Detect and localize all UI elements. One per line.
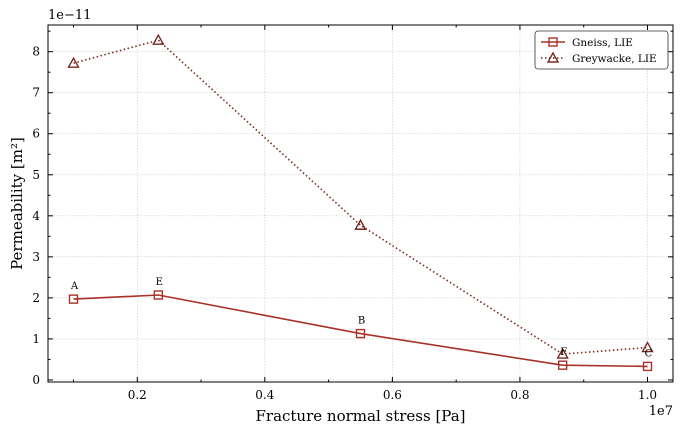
point-annotation: C <box>645 348 653 359</box>
data-point <box>68 294 79 304</box>
y-tick-label: 8 <box>32 45 40 59</box>
x-tick-label: 0.8 <box>510 388 529 402</box>
data-point <box>557 360 568 370</box>
series-gneiss <box>68 290 653 372</box>
x-tick-label: 0.4 <box>255 388 274 402</box>
y-tick-label: 3 <box>32 250 40 264</box>
legend-label: Gneiss, LIE <box>572 37 633 49</box>
x-offset-label: 1e7 <box>649 404 673 419</box>
y-tick-label: 2 <box>32 291 40 305</box>
data-point <box>556 347 569 359</box>
legend-label: Greywacke, LIE <box>572 53 657 65</box>
data-point <box>355 328 366 339</box>
x-tick-label: 1.0 <box>638 388 657 402</box>
data-point <box>152 33 165 45</box>
y-offset-label: 1e−11 <box>48 8 91 23</box>
plot-frame <box>47 24 674 383</box>
x-tick-label: 0.2 <box>128 388 147 402</box>
point-annotation: B <box>358 316 365 327</box>
point-annotation: F <box>560 347 567 358</box>
data-point <box>153 290 164 300</box>
y-tick-label: 4 <box>32 209 40 223</box>
y-tick-label: 1 <box>32 332 40 346</box>
x-tick-label: 0.6 <box>383 388 402 402</box>
y-tick-label: 6 <box>32 127 40 141</box>
legend-item: Gneiss, LIE <box>541 37 633 49</box>
series-greywacke <box>67 33 654 359</box>
point-annotation: A <box>70 281 79 292</box>
legend-box <box>534 30 669 70</box>
point-annotation: E <box>156 277 163 288</box>
data-point <box>67 56 80 68</box>
data-point <box>641 341 654 353</box>
series-layer <box>67 33 654 372</box>
y-axis-label: Permeability [m²] <box>8 137 26 270</box>
legend: Gneiss, LIE Greywacke, LIE <box>534 30 669 70</box>
legend-item: Greywacke, LIE <box>541 51 657 65</box>
series-line <box>73 39 648 355</box>
legend-marker <box>548 37 558 47</box>
annotations: A E B F C <box>70 277 653 359</box>
y-tick-label: 5 <box>32 168 40 182</box>
grid <box>48 25 673 382</box>
ticks: 0.2 0.4 0.6 0.8 1.0 0 1 2 3 4 5 6 7 8 <box>32 25 673 402</box>
y-tick-label: 7 <box>32 86 40 100</box>
series-line <box>73 294 648 368</box>
data-point <box>354 218 367 230</box>
x-axis-label: Fracture normal stress [Pa] <box>255 407 465 425</box>
y-tick-label: 0 <box>32 373 40 387</box>
data-point <box>642 361 653 372</box>
legend-marker <box>546 51 560 63</box>
